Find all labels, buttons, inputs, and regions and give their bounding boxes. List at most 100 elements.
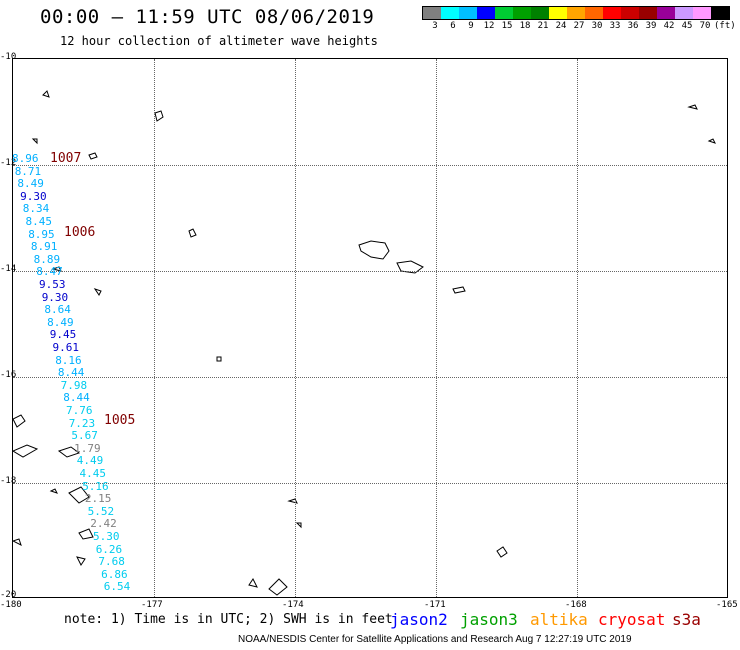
island-outline (42, 90, 50, 98)
pressure-label: 1005 (104, 413, 136, 428)
island-outline (452, 286, 466, 294)
wave-height-value: 8.49 (47, 315, 74, 329)
mission-name: cryosat (598, 610, 666, 629)
mission-name: altika (530, 610, 588, 629)
legend-swatch (585, 7, 603, 19)
longitude-label: -168 (565, 600, 587, 610)
legend-label: 18 (519, 21, 531, 31)
island-outline (248, 578, 258, 588)
credit-line: NOAA/NESDIS Center for Satellite Applica… (238, 634, 632, 645)
legend-label: 27 (573, 21, 585, 31)
latitude-gridline (13, 377, 727, 378)
island-outlines (13, 90, 716, 596)
legend-label: 33 (609, 21, 621, 31)
wave-height-value: 7.76 (66, 404, 93, 417)
legend-label: 24 (555, 21, 567, 31)
longitude-label: -177 (141, 600, 163, 610)
wave-height-value: 8.49 (17, 177, 44, 191)
legend-label: 3 (432, 21, 438, 31)
legend-label: 36 (627, 21, 639, 31)
wave-height-value: 8.44 (63, 391, 90, 405)
longitude-gridline (436, 59, 437, 597)
legend-label: 45 (681, 21, 693, 31)
island-outline (687, 104, 698, 110)
legend-label: (ft) (714, 21, 736, 31)
island-outline (154, 110, 164, 122)
legend-label: 21 (537, 21, 549, 31)
legend-swatch (513, 7, 531, 19)
latitude-gridline (13, 271, 727, 272)
wave-height-value: 9.53 (39, 278, 66, 291)
mission-name: jason3 (460, 610, 518, 629)
wave-height-value: 6.26 (95, 542, 123, 556)
legend-swatch (639, 7, 657, 19)
longitude-gridline (577, 59, 578, 597)
wave-height-value: 5.67 (71, 429, 98, 443)
island-outline (57, 446, 81, 458)
island-outline (188, 228, 197, 238)
longitude-gridline (154, 59, 155, 597)
legend-swatch (531, 7, 549, 19)
wave-height-value: 4.45 (79, 467, 107, 480)
legend-label: 12 (483, 21, 495, 31)
wave-height-value: 6.54 (103, 580, 131, 594)
latitude-label: -16 (0, 370, 17, 380)
wave-height-value: 1.79 (74, 441, 101, 455)
latitude-label: -20 (0, 590, 17, 600)
color-legend-bar (422, 6, 730, 20)
legend-swatch (675, 7, 693, 19)
legend-swatch (423, 7, 441, 19)
wave-height-value: 8.96 (12, 152, 39, 165)
legend-swatch (441, 7, 459, 19)
island-outline (287, 498, 298, 504)
wave-height-value: 8.95 (28, 227, 55, 241)
latitude-label: -18 (0, 476, 17, 486)
island-outline (13, 444, 39, 458)
wave-height-value: 9.61 (52, 341, 80, 354)
island-outline (68, 486, 90, 504)
latitude-label: -10 (0, 52, 17, 62)
longitude-label: -180 (0, 600, 22, 610)
island-outline (396, 260, 424, 274)
island-outline (49, 488, 58, 494)
wave-height-value: 8.64 (44, 303, 71, 317)
longitude-label: -171 (424, 600, 446, 610)
pressure-label: 1006 (64, 225, 96, 240)
wave-height-value: 7.23 (68, 416, 96, 430)
legend-label: 15 (501, 21, 513, 31)
wave-height-value: 8.71 (14, 164, 42, 178)
map-frame (12, 58, 728, 598)
legend-swatch (567, 7, 585, 19)
wave-height-value: 8.91 (30, 240, 58, 254)
island-outline (88, 152, 98, 160)
legend-swatch (711, 7, 729, 19)
wave-height-value: 5.16 (82, 479, 109, 493)
island-outline (13, 538, 22, 546)
island-outline (51, 266, 62, 272)
latitude-label: -12 (0, 158, 17, 168)
mission-name: jason2 (390, 610, 448, 629)
wave-height-value: 7.98 (60, 378, 88, 392)
color-legend-labels: 3 6 9 12 15 18 21 24 27 30 33 36 39 42 45 70 (ft) (426, 21, 736, 31)
wave-height-value: 4.49 (76, 454, 104, 468)
wave-height-value: 2.42 (90, 517, 117, 531)
legend-label: 6 (450, 21, 456, 31)
island-outline (13, 414, 26, 428)
footer-note: note: 1) Time is in UTC; 2) SWH is in fe… (64, 612, 393, 627)
latitude-label: -14 (0, 264, 17, 274)
legend-swatch (549, 7, 567, 19)
wave-height-value: 8.34 (22, 202, 50, 216)
island-outline (268, 578, 288, 596)
island-outline (707, 138, 716, 144)
wave-height-value: 7.68 (98, 555, 125, 569)
legend-label: 9 (468, 21, 474, 31)
longitude-label: -174 (282, 600, 304, 610)
island-outline (31, 138, 38, 145)
island-outline (78, 528, 94, 540)
legend-label: 70 (699, 21, 711, 31)
island-outline (76, 556, 86, 566)
wave-height-value: 8.45 (25, 215, 53, 228)
wave-height-value: 8.47 (36, 265, 63, 279)
latitude-gridline (13, 483, 727, 484)
longitude-gridline (295, 59, 296, 597)
